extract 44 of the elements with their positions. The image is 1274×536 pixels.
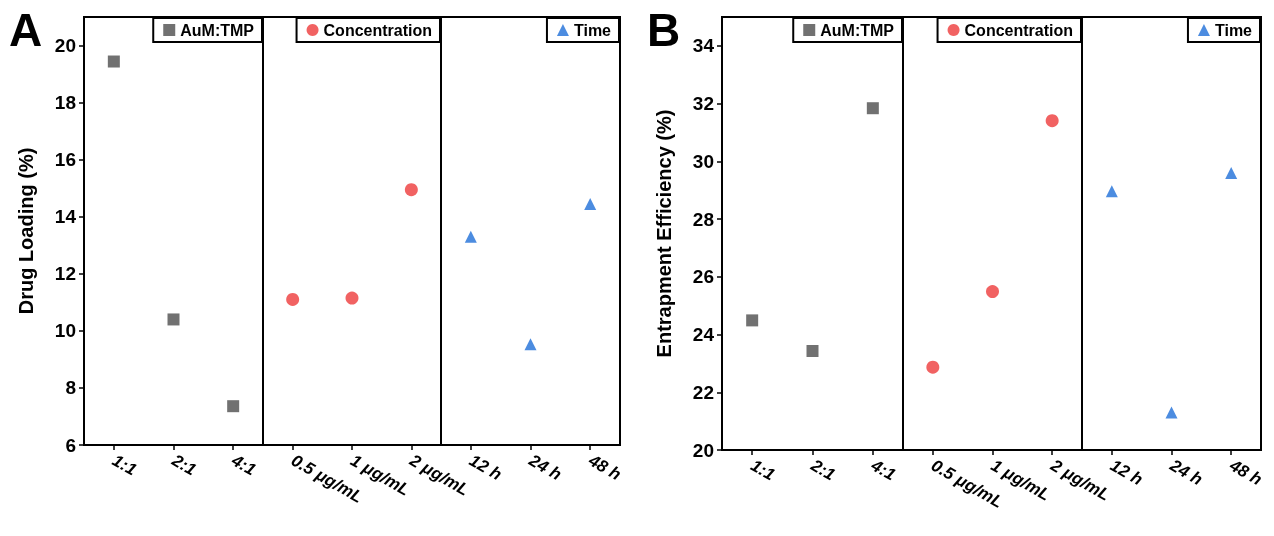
- y-tick-label: 20: [692, 439, 714, 461]
- y-tick-label: 34: [692, 35, 715, 57]
- point: [866, 102, 879, 115]
- x-tick-label: 12 h: [1107, 455, 1147, 490]
- y-tick-label: 22: [692, 381, 714, 403]
- x-tick-label: 24 h: [524, 450, 565, 485]
- x-tick-label: 1:1: [747, 455, 779, 485]
- y-tick-label: 8: [65, 377, 76, 399]
- x-tick-label: 24 h: [1165, 455, 1206, 490]
- y-tick-label: 28: [692, 208, 714, 230]
- chart-title: B: [647, 4, 681, 56]
- y-axis-title: Drug Loading (%): [15, 147, 37, 315]
- y-tick-label: 6: [65, 434, 76, 456]
- legend-label: Time: [1214, 21, 1253, 39]
- y-tick-label: 12: [54, 263, 76, 285]
- x-tick-label: 2:1: [806, 455, 839, 485]
- y-tick-label: 26: [692, 266, 714, 288]
- x-tick-label: 48 h: [584, 450, 625, 485]
- y-tick-label: 30: [692, 150, 714, 172]
- chart-title: A: [9, 4, 43, 56]
- y-axis-title: Entrapment Efficiency (%): [653, 109, 675, 358]
- legend-label: AuM:TMP: [180, 21, 255, 39]
- legend-label: Concentration: [323, 21, 433, 39]
- x-tick-label: 2:1: [167, 450, 200, 480]
- point: [167, 313, 180, 326]
- x-tick-label: 12 h: [466, 450, 506, 485]
- x-tick-label: 1:1: [109, 450, 140, 480]
- y-tick-label: 20: [54, 35, 76, 57]
- point: [107, 55, 120, 68]
- point: [806, 344, 819, 357]
- x-tick-label: 4:1: [227, 450, 260, 480]
- point: [227, 400, 240, 413]
- y-tick-label: 16: [54, 149, 76, 171]
- y-tick-label: 10: [54, 320, 76, 342]
- y-tick-label: 18: [54, 92, 76, 114]
- x-tick-label: 4:1: [867, 455, 899, 485]
- legend-label: AuM:TMP: [820, 21, 895, 39]
- point: [746, 314, 759, 327]
- y-tick-label: 32: [692, 93, 714, 115]
- y-tick-label: 24: [692, 324, 715, 346]
- y-tick-label: 14: [54, 206, 77, 228]
- legend-label: Time: [573, 21, 612, 39]
- legend-label: Concentration: [964, 21, 1074, 39]
- x-tick-label: 48 h: [1225, 455, 1266, 490]
